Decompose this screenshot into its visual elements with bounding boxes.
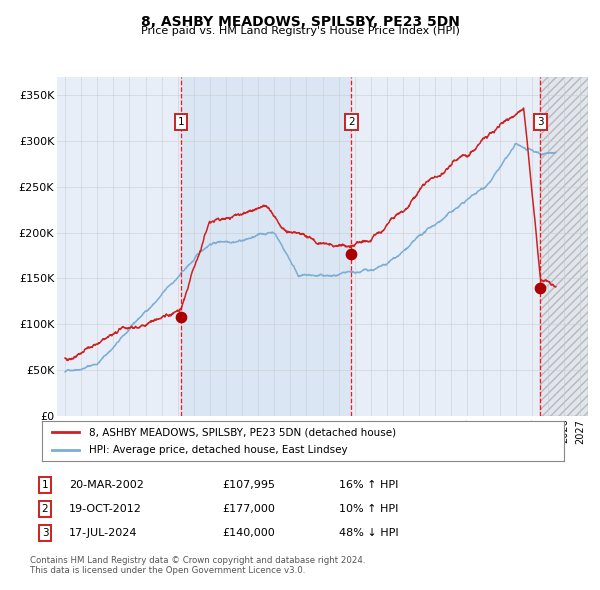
Point (536, 283, 545, 292)
Text: £177,000: £177,000 (222, 504, 275, 514)
Bar (181, 77, 352, 416)
Text: Price paid vs. HM Land Registry's House Price Index (HPI): Price paid vs. HM Land Registry's House … (140, 26, 460, 36)
Text: £107,995: £107,995 (222, 480, 275, 490)
Text: 17-JUL-2024: 17-JUL-2024 (69, 529, 137, 538)
Point (176, 312, 186, 322)
Bar (541, 77, 588, 416)
Text: HPI: Average price, detached house, East Lindsey: HPI: Average price, detached house, East… (89, 445, 347, 455)
Text: 16% ↑ HPI: 16% ↑ HPI (339, 480, 398, 490)
Text: Contains HM Land Registry data © Crown copyright and database right 2024.
This d: Contains HM Land Registry data © Crown c… (30, 556, 365, 575)
Text: 3: 3 (537, 117, 544, 127)
Text: 3: 3 (41, 529, 49, 538)
Text: 10% ↑ HPI: 10% ↑ HPI (339, 504, 398, 514)
Text: 48% ↓ HPI: 48% ↓ HPI (339, 529, 398, 538)
Text: £140,000: £140,000 (222, 529, 275, 538)
Text: 2: 2 (348, 117, 355, 127)
Point (347, 249, 356, 258)
Text: 19-OCT-2012: 19-OCT-2012 (69, 504, 142, 514)
Text: 8, ASHBY MEADOWS, SPILSBY, PE23 5DN (detached house): 8, ASHBY MEADOWS, SPILSBY, PE23 5DN (det… (89, 428, 396, 438)
Text: 1: 1 (178, 117, 184, 127)
Text: 8, ASHBY MEADOWS, SPILSBY, PE23 5DN: 8, ASHBY MEADOWS, SPILSBY, PE23 5DN (140, 15, 460, 30)
Text: 20-MAR-2002: 20-MAR-2002 (69, 480, 144, 490)
Text: 2: 2 (41, 504, 49, 514)
Text: 1: 1 (41, 480, 49, 490)
Bar (541, 77, 588, 416)
